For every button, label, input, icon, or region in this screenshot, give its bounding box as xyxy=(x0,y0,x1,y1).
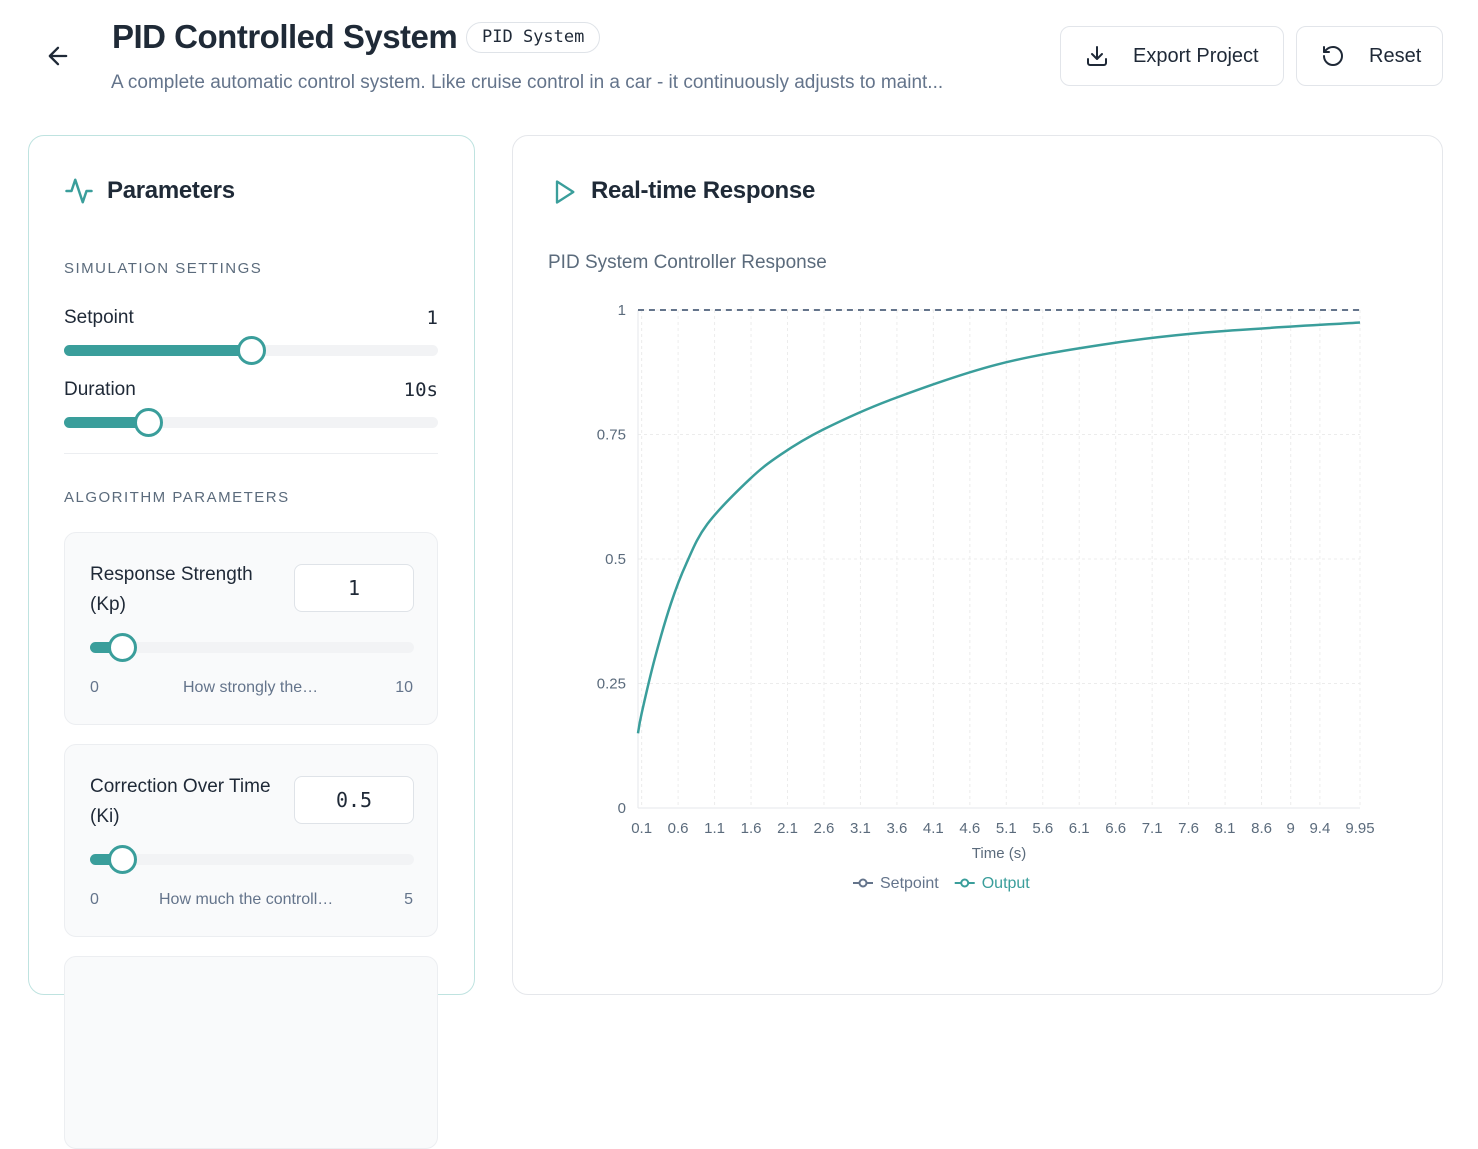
setpoint-slider[interactable] xyxy=(64,336,438,365)
x-tick-label: 3.1 xyxy=(850,820,871,837)
x-tick-label: 0.6 xyxy=(668,820,689,837)
y-tick-label: 0 xyxy=(618,800,626,817)
response-title: Real-time Response xyxy=(591,177,816,204)
x-tick-label: 9.4 xyxy=(1309,820,1330,837)
kp-slider[interactable] xyxy=(90,633,414,662)
slider-fill xyxy=(64,345,251,356)
legend-marker-output xyxy=(960,878,970,888)
x-axis-label: Time (s) xyxy=(972,845,1026,862)
x-tick-label: 7.6 xyxy=(1178,820,1199,837)
x-tick-label: 0.1 xyxy=(631,820,652,837)
response-panel xyxy=(512,135,1443,995)
ki-min: 0 xyxy=(90,891,99,908)
y-tick-label: 1 xyxy=(618,302,626,319)
x-tick-label: 7.1 xyxy=(1142,820,1163,837)
x-tick-label: 6.1 xyxy=(1069,820,1090,837)
kp-input[interactable]: 1 xyxy=(294,564,414,612)
reset-icon xyxy=(1323,46,1343,66)
parameters-title: Parameters xyxy=(107,177,235,204)
ki-slider[interactable] xyxy=(90,845,414,874)
x-tick-label: 8.6 xyxy=(1251,820,1272,837)
download-icon xyxy=(1087,46,1107,66)
duration-label: Duration xyxy=(64,379,136,400)
x-tick-label: 8.1 xyxy=(1215,820,1236,837)
kd-parameter-card xyxy=(64,956,438,1149)
x-tick-label: 1.6 xyxy=(741,820,762,837)
reset-label: Reset xyxy=(1369,44,1422,67)
setpoint-label: Setpoint xyxy=(64,307,134,328)
page-description: A complete automatic control system. Lik… xyxy=(111,72,944,93)
y-tick-label: 0.5 xyxy=(605,551,626,568)
duration-slider[interactable] xyxy=(64,408,438,437)
ki-max: 5 xyxy=(404,891,413,908)
export-project-button[interactable]: Export Project xyxy=(1060,26,1284,86)
slider-thumb[interactable] xyxy=(108,633,138,662)
slider-fill xyxy=(90,854,123,865)
type-badge: PID System xyxy=(466,22,601,53)
y-tick-label: 0.75 xyxy=(597,427,626,444)
x-tick-label: 5.6 xyxy=(1032,820,1053,837)
kp-max: 10 xyxy=(395,679,413,696)
x-tick-label: 6.6 xyxy=(1105,820,1126,837)
chart-title: PID System Controller Response xyxy=(548,252,827,273)
slider-thumb[interactable] xyxy=(237,336,266,365)
legend-label-output: Output xyxy=(982,875,1031,892)
legend-marker-setpoint xyxy=(858,878,868,888)
simulation-settings-heading: SIMULATION SETTINGS xyxy=(64,260,263,277)
setpoint-value: 1 xyxy=(426,307,438,329)
x-tick-label: 9.95 xyxy=(1345,820,1374,837)
kp-hint: How strongly the… xyxy=(183,679,319,696)
response-chart: 0 0.25 0.5 0.75 1 0.1 0.6 1.1 1.6 2.1 2.6 3.1 3.6 4.1… xyxy=(597,302,1375,892)
ki-label: Correction Over Time (Ki) xyxy=(90,776,271,827)
legend-label-setpoint: Setpoint xyxy=(880,875,939,892)
algorithm-parameters-heading: ALGORITHM PARAMETERS xyxy=(64,489,290,506)
divider xyxy=(64,453,438,454)
reset-button[interactable]: Reset xyxy=(1296,26,1443,86)
slider-thumb[interactable] xyxy=(134,408,164,437)
x-tick-label: 5.1 xyxy=(996,820,1017,837)
slider-fill xyxy=(64,417,149,428)
kp-min: 0 xyxy=(90,679,99,696)
page-title: PID Controlled System xyxy=(112,18,458,55)
play-icon xyxy=(555,180,575,204)
kp-parameter-card: Response Strength (Kp) 1 0 How strongly t… xyxy=(64,532,438,725)
ki-parameter-card: Correction Over Time (Ki) 0.5 0 How much … xyxy=(64,744,438,937)
x-tick-label: 4.6 xyxy=(959,820,980,837)
x-tick-label: 3.6 xyxy=(886,820,907,837)
ki-hint: How much the controll… xyxy=(159,891,334,908)
slider-fill xyxy=(90,642,123,653)
series-line-output xyxy=(636,321,1361,734)
x-tick-label: 1.1 xyxy=(704,820,725,837)
duration-value: 10s xyxy=(403,379,438,401)
x-tick-label: 4.1 xyxy=(923,820,944,837)
x-tick-label: 2.6 xyxy=(814,820,835,837)
kp-label: Response Strength (Kp) xyxy=(90,564,253,615)
export-label: Export Project xyxy=(1133,44,1259,67)
x-tick-label: 9 xyxy=(1287,820,1295,837)
back-arrow-icon[interactable] xyxy=(44,42,72,70)
y-tick-label: 0.25 xyxy=(597,676,626,693)
x-tick-label: 2.1 xyxy=(777,820,798,837)
ki-input[interactable]: 0.5 xyxy=(294,776,414,824)
slider-thumb[interactable] xyxy=(108,845,138,874)
activity-icon xyxy=(65,178,93,204)
